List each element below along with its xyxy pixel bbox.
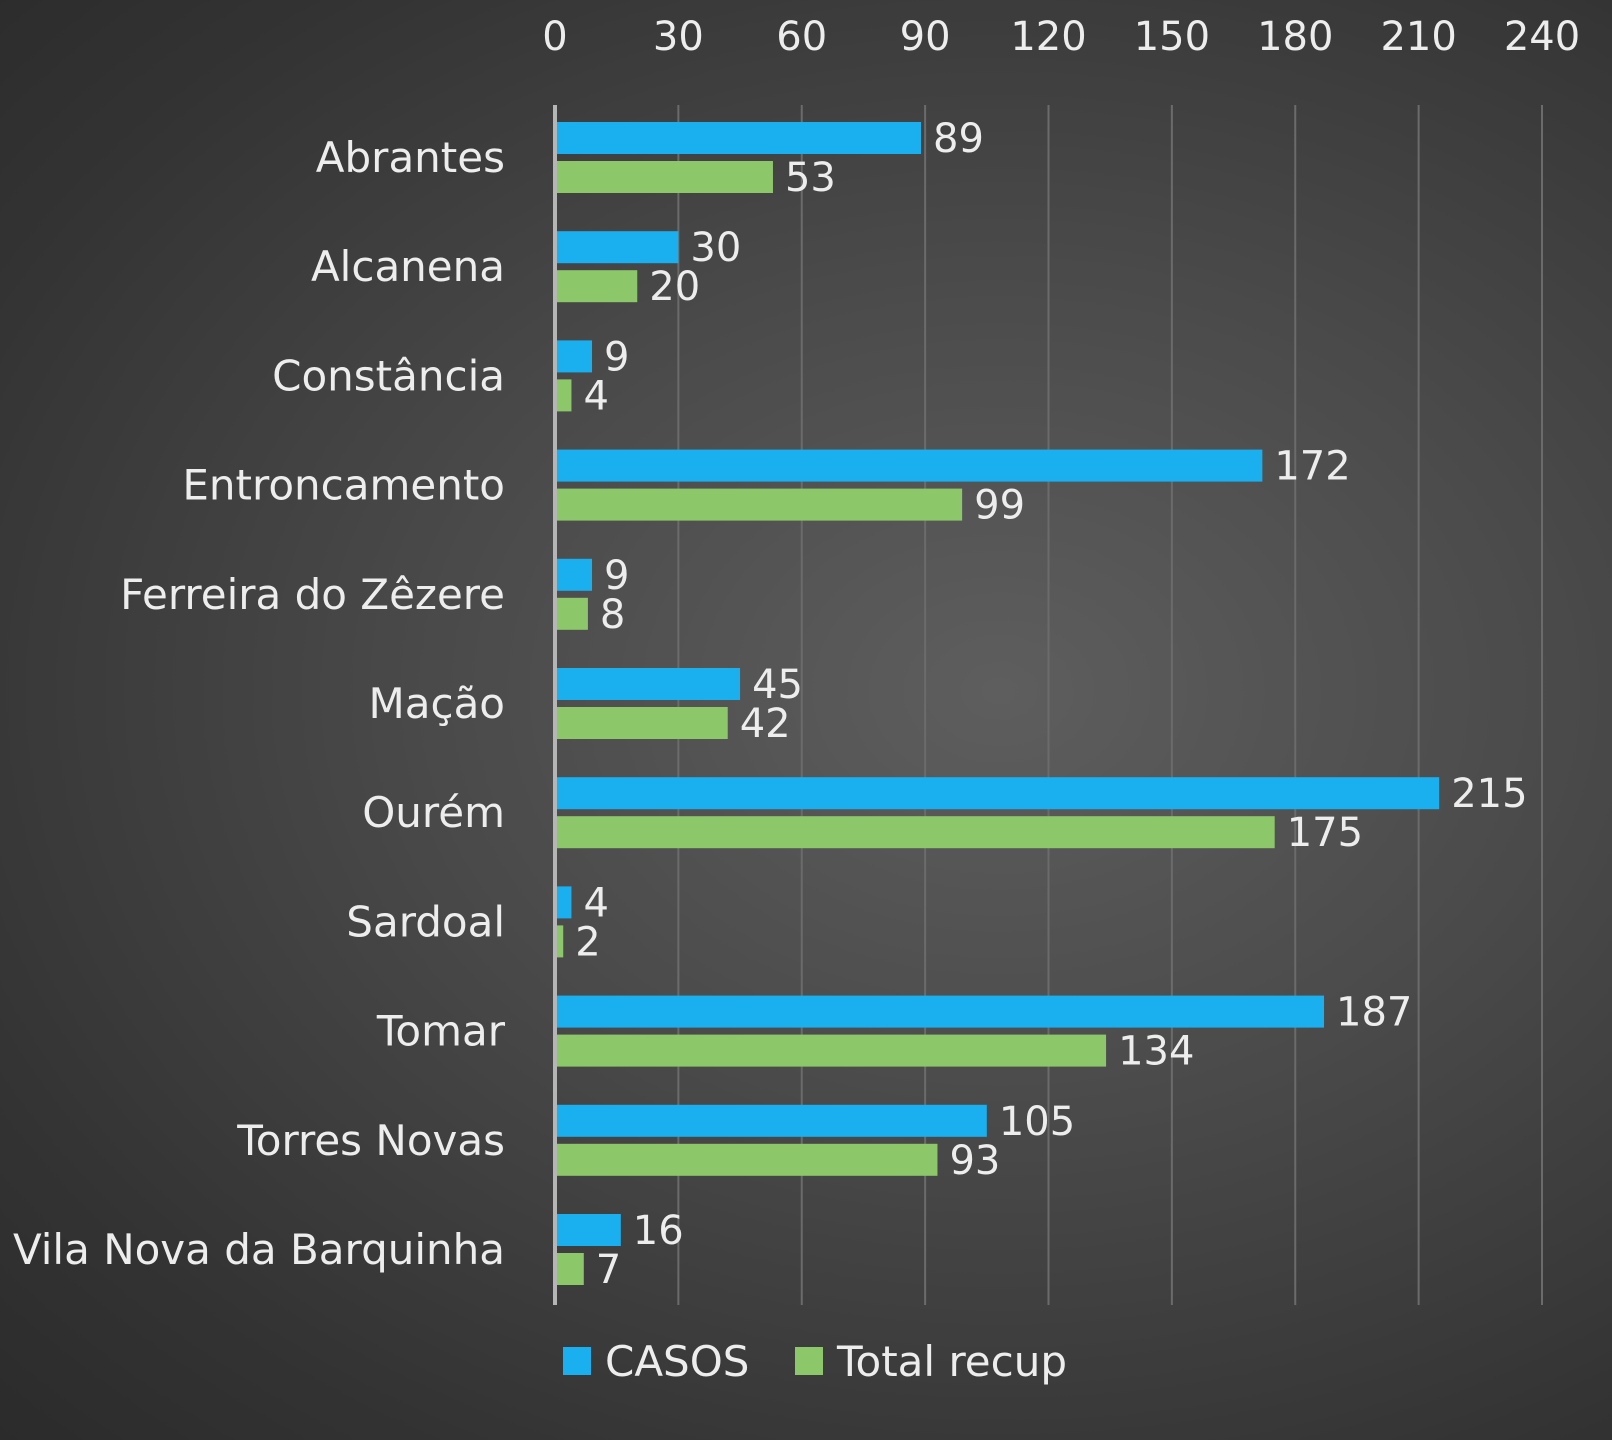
legend-label: CASOS bbox=[605, 1337, 749, 1386]
x-tick-label: 60 bbox=[776, 14, 827, 60]
bar bbox=[555, 886, 572, 919]
bar bbox=[555, 925, 564, 958]
category-label: Entroncamento bbox=[182, 461, 505, 510]
data-label: 20 bbox=[649, 264, 700, 310]
data-label: 134 bbox=[1118, 1029, 1194, 1075]
x-tick-label: 30 bbox=[653, 14, 704, 60]
data-label: 89 bbox=[933, 116, 984, 162]
x-tick-label: 210 bbox=[1380, 14, 1456, 60]
legend-swatch bbox=[563, 1347, 591, 1375]
data-label: 7 bbox=[596, 1247, 621, 1293]
bar bbox=[555, 231, 679, 264]
data-label: 105 bbox=[999, 1099, 1075, 1145]
bar bbox=[555, 161, 773, 193]
data-label: 45 bbox=[752, 662, 803, 708]
data-label: 16 bbox=[633, 1208, 684, 1254]
x-tick-label: 120 bbox=[1010, 14, 1086, 60]
data-label: 2 bbox=[575, 919, 600, 965]
bar bbox=[555, 816, 1275, 849]
x-tick-label: 0 bbox=[542, 14, 567, 60]
bar bbox=[555, 379, 572, 412]
bar bbox=[555, 270, 638, 303]
bar bbox=[555, 1253, 584, 1285]
legend-label: Total recup bbox=[836, 1337, 1067, 1386]
category-label: Sardoal bbox=[346, 897, 505, 946]
data-label: 9 bbox=[604, 334, 629, 380]
category-label: Tomar bbox=[376, 1007, 506, 1056]
category-label: Mação bbox=[369, 679, 506, 728]
x-tick-label: 150 bbox=[1134, 14, 1210, 60]
category-label: Abrantes bbox=[316, 133, 505, 182]
data-label: 172 bbox=[1274, 444, 1350, 490]
category-label: Torres Novas bbox=[236, 1116, 505, 1165]
data-label: 42 bbox=[740, 701, 791, 747]
bar bbox=[555, 449, 1263, 482]
bar bbox=[555, 488, 963, 521]
legend: CASOS Total recup bbox=[563, 1337, 1067, 1386]
data-label: 187 bbox=[1336, 990, 1412, 1036]
data-label: 99 bbox=[974, 483, 1025, 529]
data-label: 9 bbox=[604, 553, 629, 599]
bar bbox=[555, 707, 728, 739]
x-tick-label: 90 bbox=[900, 14, 951, 60]
x-tick-label: 180 bbox=[1257, 14, 1333, 60]
category-label: Alcanena bbox=[311, 242, 505, 291]
x-axis-ticks: 0 30 60 90 120 150 180 210 240 bbox=[542, 14, 1580, 60]
data-label: 93 bbox=[949, 1138, 1000, 1184]
category-axis: Abrantes Alcanena Constância Entroncamento F… bbox=[13, 133, 506, 1274]
bar bbox=[555, 340, 593, 373]
bar bbox=[555, 1214, 621, 1246]
bar bbox=[555, 777, 1440, 810]
bar bbox=[555, 668, 741, 700]
data-label: 4 bbox=[583, 880, 608, 926]
data-label: 175 bbox=[1287, 810, 1363, 856]
category-label: Constância bbox=[272, 351, 505, 400]
bar bbox=[555, 1034, 1107, 1067]
data-label: 8 bbox=[600, 592, 625, 638]
bar bbox=[555, 558, 593, 591]
data-label: 30 bbox=[690, 225, 741, 271]
bar bbox=[555, 597, 588, 630]
category-label: Ferreira do Zêzere bbox=[120, 570, 505, 619]
data-label: 4 bbox=[583, 373, 608, 419]
category-label: Vila Nova da Barquinha bbox=[13, 1225, 505, 1274]
bar bbox=[555, 122, 922, 154]
data-label: 53 bbox=[785, 155, 836, 201]
legend-swatch bbox=[795, 1347, 823, 1375]
data-label: 215 bbox=[1451, 771, 1527, 817]
gridlines bbox=[677, 105, 1543, 1305]
bar bbox=[555, 1104, 987, 1137]
bar bbox=[555, 1143, 938, 1176]
x-tick-label: 240 bbox=[1504, 14, 1580, 60]
category-label: Ourém bbox=[362, 788, 505, 837]
bar-series bbox=[555, 122, 1440, 1285]
data-labels: 8953302094172999845422151754218713410593… bbox=[575, 116, 1527, 1293]
bar bbox=[555, 995, 1325, 1028]
